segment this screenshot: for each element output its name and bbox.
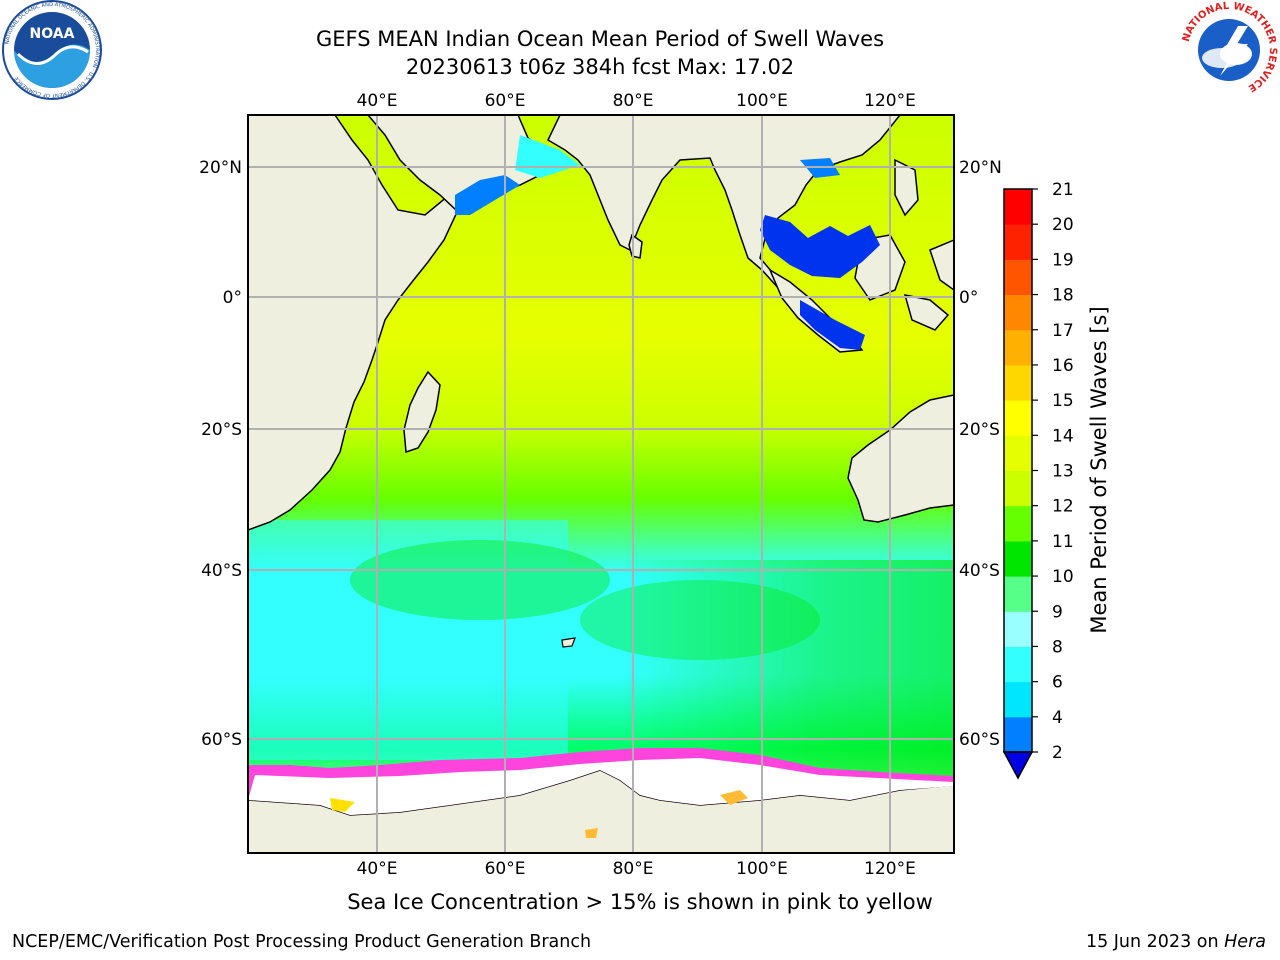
colorbar-segment: [1004, 611, 1032, 647]
colorbar-segment: [1004, 716, 1032, 753]
colorbar-tick-label: 4: [1052, 708, 1063, 728]
colorbar-tick-label: 19: [1052, 250, 1074, 270]
colorbar-tick-label: 9: [1052, 602, 1063, 622]
africa-land: [248, 115, 459, 531]
lat-tick-right: 60°S: [959, 730, 1000, 750]
colorbar-tick-label: 12: [1052, 497, 1074, 517]
colorbar-segment: [1004, 681, 1032, 718]
lon-tick-top: 80°E: [613, 91, 654, 111]
footer-host: Hera: [1224, 932, 1266, 952]
lon-tick-top: 40°E: [357, 91, 398, 111]
lat-tick-left: 20°S: [201, 420, 242, 440]
madagascar-land: [403, 370, 441, 454]
lon-tick-bottom: 120°E: [864, 859, 916, 879]
noaa-logo-text: NOAA: [30, 26, 75, 42]
southwest-cyan-area: [248, 520, 568, 760]
colorbar-extend-arrow: [1002, 751, 1034, 780]
lat-tick-right: 20°N: [959, 158, 1002, 178]
lat-tick-left: 20°N: [199, 158, 242, 178]
colorbar-tick-label: 17: [1052, 321, 1074, 341]
colorbar-tick-label: 6: [1052, 673, 1063, 693]
lon-tick-top: 60°E: [485, 91, 526, 111]
lon-tick-bottom: 100°E: [736, 859, 788, 879]
colorbar-tick-label: 10: [1052, 567, 1074, 587]
footer-date: 15 Jun 2023 on Hera: [1086, 932, 1266, 952]
colorbar-segment: [1004, 224, 1032, 260]
lat-tick-left: 40°S: [201, 561, 242, 581]
lat-tick-left: 0°: [223, 288, 242, 308]
lon-tick-bottom: 80°E: [613, 859, 654, 879]
colorbar-segment: [1004, 189, 1032, 225]
gridlines: [248, 115, 954, 853]
colorbar-tick-label: 8: [1052, 637, 1063, 657]
colorbar-segment: [1004, 505, 1032, 542]
map-frame: [247, 114, 955, 854]
colorbar-segment: [1004, 470, 1032, 507]
colorbar-segment: [1004, 400, 1032, 436]
colorbar-tick-label: 16: [1052, 356, 1074, 376]
colorbar-tick-label: 21: [1052, 180, 1074, 200]
colorbar: 2 4 6 8 9 10 11 12 13 14 15 16 17 18 19 20 21: [1002, 180, 1074, 780]
colorbar-tick-label: 20: [1052, 215, 1074, 235]
noaa-logo-icon: NATIONAL OCEANIC AND ATMOSPHERIC ADMINIS…: [2, 0, 102, 100]
southeast-green-area: [620, 560, 954, 780]
colorbar-tick-label: 11: [1052, 532, 1074, 552]
footer-credit: NCEP/EMC/Verification Post Processing Pr…: [12, 932, 592, 952]
colorbar-tick-label: 13: [1052, 462, 1074, 482]
sea-ice-caption: Sea Ice Concentration > 15% is shown in …: [347, 890, 933, 914]
colorbar-label: Mean Period of Swell Waves [s]: [1087, 306, 1111, 633]
map-subtitle: 20230613 t06z 384h fcst Max: 17.02: [405, 55, 795, 79]
colorbar-tick-label: 2: [1052, 743, 1063, 763]
australia-land: [847, 394, 954, 523]
colorbar-segment: [1004, 294, 1032, 331]
lat-tick-right: 20°S: [959, 420, 1000, 440]
map-field: [248, 115, 954, 853]
colorbar-segment: [1004, 259, 1032, 296]
colorbar-segment: [1004, 576, 1032, 612]
colorbar-segment: [1004, 540, 1032, 577]
footer-date-text: 15 Jun 2023 on: [1085, 932, 1225, 952]
colorbar-segment: [1004, 364, 1032, 401]
lat-tick-right: 40°S: [959, 561, 1000, 581]
map-title: GEFS MEAN Indian Ocean Mean Period of Sw…: [315, 27, 885, 51]
lat-tick-right: 0°: [959, 288, 978, 308]
bay-of-bengal-shallow: [760, 215, 880, 278]
lat-tick-left: 60°S: [201, 730, 242, 750]
colorbar-tick-label: 15: [1052, 391, 1074, 411]
lon-tick-bottom: 40°E: [357, 859, 398, 879]
colorbar-segment: [1004, 435, 1032, 471]
colorbar-segment: [1004, 329, 1032, 366]
lon-tick-top: 120°E: [864, 91, 916, 111]
colorbar-segment: [1004, 646, 1032, 683]
colorbar-tick-label: 18: [1052, 286, 1074, 306]
lon-tick-top: 100°E: [736, 91, 788, 111]
colorbar-tick-label: 14: [1052, 426, 1074, 446]
nws-logo-icon: NATIONAL WEATHER SERVICE: [1181, 1, 1278, 98]
lon-tick-bottom: 60°E: [485, 859, 526, 879]
midlatitude-green-band: [350, 540, 610, 620]
